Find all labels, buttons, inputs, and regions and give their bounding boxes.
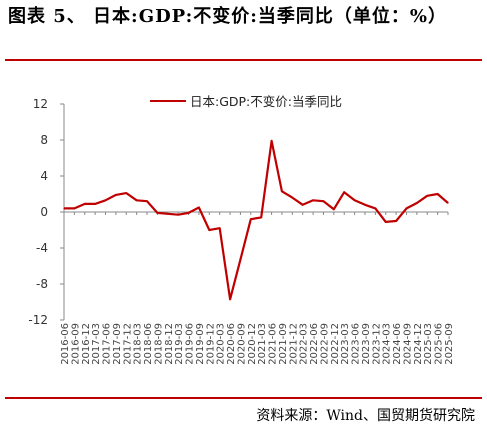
data-point xyxy=(312,199,314,201)
x-tick-label: 2022-12 xyxy=(330,323,341,365)
x-tick-label: 2025-06 xyxy=(434,323,445,365)
title-rule xyxy=(5,59,482,61)
series-line xyxy=(64,139,449,301)
data-point xyxy=(167,213,169,215)
data-point xyxy=(239,259,242,261)
data-point xyxy=(374,207,376,209)
x-tick-label: 2023-03 xyxy=(340,323,351,365)
x-tick-label: 2018-09 xyxy=(153,323,164,365)
x-tick-label: 2018-06 xyxy=(143,323,154,365)
data-point xyxy=(94,203,96,205)
x-tick-label: 2016-09 xyxy=(70,323,81,365)
data-point xyxy=(208,229,210,231)
data-point xyxy=(426,195,428,197)
legend: 日本:GDP:不变价:当季同比 xyxy=(150,94,342,109)
x-tick-label: 2017-06 xyxy=(102,323,113,365)
data-point xyxy=(177,214,179,216)
x-tick-label: 2023-09 xyxy=(361,323,372,365)
x-tick-label: 2017-12 xyxy=(122,323,133,365)
series-layer xyxy=(63,139,449,301)
x-axis: 2016-06 2016-09 2016-12 2017-03 2017-06 2017-… xyxy=(60,211,455,365)
data-point xyxy=(405,207,408,209)
x-tick-label: 2019-09 xyxy=(195,323,206,365)
data-point xyxy=(219,227,221,229)
data-point xyxy=(125,192,127,194)
x-tick-label: 2021-03 xyxy=(257,323,268,365)
y-tick-label: 4 xyxy=(40,169,48,183)
data-point xyxy=(187,212,190,214)
x-tick-label: 2021-09 xyxy=(278,323,289,365)
x-tick-label: 2021-12 xyxy=(288,323,299,365)
source-note: 资料来源：Wind、国贸期货研究院 xyxy=(256,408,475,424)
data-point xyxy=(364,204,366,206)
x-tick-label: 2020-09 xyxy=(236,323,247,365)
data-point xyxy=(385,221,387,223)
data-point xyxy=(115,194,117,196)
data-point xyxy=(437,193,439,195)
x-tick-label: 2025-09 xyxy=(444,323,455,365)
y-tick-label: 12 xyxy=(33,97,48,111)
data-point xyxy=(322,200,325,202)
data-point xyxy=(333,208,335,210)
y-tick-label: -12 xyxy=(28,313,48,327)
data-point xyxy=(63,207,65,209)
data-point xyxy=(291,197,293,199)
x-tick-label: 2019-06 xyxy=(185,323,196,365)
x-tick-label: 2022-03 xyxy=(299,323,310,365)
x-tick-label: 2025-03 xyxy=(423,323,434,365)
y-tick-label: 0 xyxy=(40,205,48,219)
x-tick-label: 2022-09 xyxy=(319,323,330,365)
x-tick-label: 2017-03 xyxy=(91,323,102,365)
x-tick-label: 2016-06 xyxy=(60,323,71,365)
x-tick-label: 2024-12 xyxy=(413,323,424,365)
footer-rule xyxy=(5,397,482,399)
y-tick-label: -8 xyxy=(36,277,48,291)
y-axis: 12 8 4 0 -4 -8 -12 xyxy=(28,97,65,327)
data-point xyxy=(281,190,283,192)
x-tick-label: 2020-03 xyxy=(216,323,227,365)
x-tick-label: 2024-09 xyxy=(402,323,413,365)
data-point xyxy=(146,200,148,202)
data-point xyxy=(302,204,304,206)
data-point xyxy=(229,298,231,300)
data-point xyxy=(136,199,138,201)
data-point xyxy=(73,207,75,209)
data-point xyxy=(84,203,86,205)
y-tick-label: -4 xyxy=(36,241,48,255)
data-point xyxy=(250,218,252,220)
x-tick-label: 2021-06 xyxy=(268,323,279,365)
data-point xyxy=(156,212,159,214)
data-point xyxy=(447,202,449,204)
data-point xyxy=(343,191,345,193)
data-point xyxy=(395,220,397,222)
x-tick-label: 2019-12 xyxy=(205,323,216,365)
x-tick-label: 2022-06 xyxy=(309,323,320,365)
figure-title: 图表 5、 日本:GDP:不变价:当季同比（单位：%） xyxy=(8,6,447,27)
x-tick-label: 2017-09 xyxy=(112,323,123,365)
x-tick-label: 2018-03 xyxy=(133,323,144,365)
data-point xyxy=(353,199,356,201)
x-tick-label: 2016-12 xyxy=(81,323,92,365)
x-tick-label: 2023-12 xyxy=(371,323,382,365)
data-point xyxy=(260,216,262,218)
x-tick-label: 2018-12 xyxy=(164,323,175,365)
data-point xyxy=(198,206,200,209)
data-point xyxy=(104,199,107,201)
y-tick-label: 8 xyxy=(40,133,48,147)
legend-label: 日本:GDP:不变价:当季同比 xyxy=(190,94,342,109)
x-tick-label: 2020-06 xyxy=(226,323,237,365)
x-tick-label: 2024-03 xyxy=(382,323,393,365)
x-tick-label: 2023-06 xyxy=(351,323,362,365)
data-point xyxy=(270,140,273,142)
x-tick-label: 2020-12 xyxy=(247,323,258,365)
x-tick-label: 2024-06 xyxy=(392,323,403,365)
x-tick-label: 2019-03 xyxy=(174,323,185,365)
data-point xyxy=(416,202,418,204)
